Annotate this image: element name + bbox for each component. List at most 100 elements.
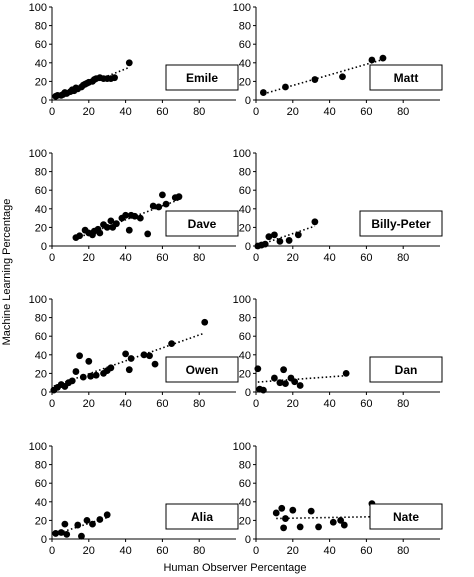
data-point (282, 380, 289, 388)
y-tick-label: 80 (35, 21, 47, 33)
data-point (76, 232, 83, 240)
y-tick-label: 40 (239, 350, 251, 362)
data-point (83, 517, 91, 524)
trendline (263, 58, 384, 95)
data-point (89, 520, 96, 528)
x-tick-label: 60 (156, 106, 168, 118)
data-point (103, 511, 111, 519)
x-tick-label: 80 (397, 545, 409, 557)
data-point (311, 76, 319, 83)
panel-alia: 0 20 40 60 80 100 0 20 40 60 80 Alia (29, 441, 239, 557)
data-point (307, 507, 315, 515)
data-point (144, 230, 152, 238)
data-point (122, 211, 129, 219)
trendline (276, 515, 372, 520)
x-tick-label: 40 (119, 252, 131, 264)
y-tick-label: 0 (41, 95, 47, 107)
data-point (127, 355, 135, 362)
legend-label: Nate (393, 510, 419, 524)
y-tick-label: 100 (233, 294, 251, 306)
panel-nate: 0 20 40 60 80 100 0 20 40 60 80 Nate (233, 441, 443, 557)
y-tick-label: 20 (35, 222, 47, 234)
data-point (61, 520, 69, 528)
data-point (78, 532, 85, 540)
data-point (315, 523, 322, 531)
y-tick-label: 40 (35, 204, 47, 216)
data-point (276, 379, 284, 387)
data-point (96, 516, 104, 523)
data-point (125, 59, 133, 67)
legend-label: Matt (394, 71, 419, 85)
data-point (155, 203, 163, 211)
y-tick-label: 40 (35, 58, 47, 70)
x-tick-label: 20 (287, 398, 299, 410)
x-tick-label: 60 (360, 545, 372, 557)
y-tick-label: 20 (35, 76, 47, 88)
x-tick-label: 80 (193, 398, 205, 410)
data-point (96, 229, 104, 237)
data-point (280, 366, 287, 374)
data-point (261, 240, 269, 248)
x-tick-label: 20 (83, 398, 95, 410)
legend-label: Emile (186, 71, 218, 85)
data-point (296, 523, 304, 531)
y-tick-label: 80 (239, 313, 251, 325)
y-tick-label: 0 (245, 241, 251, 253)
y-tick-label: 20 (35, 515, 47, 527)
data-point (265, 233, 273, 241)
panel-matt: 0 20 40 60 80 100 0 20 40 60 80 Matt (233, 2, 443, 118)
y-tick-label: 20 (239, 222, 251, 234)
panel-billy-peter: 0 20 40 60 80 100 0 20 40 60 80 Billy-Peter (233, 148, 443, 264)
y-tick-label: 100 (29, 441, 47, 453)
data-point (136, 214, 144, 222)
y-tick-label: 20 (239, 76, 251, 88)
data-point (340, 521, 348, 529)
x-tick-label: 60 (360, 106, 372, 118)
x-tick-label: 40 (119, 106, 131, 118)
data-point (296, 382, 304, 389)
data-point (107, 217, 115, 225)
x-tick-label: 40 (119, 398, 131, 410)
y-tick-label: 40 (239, 204, 251, 216)
x-tick-label: 40 (119, 545, 131, 557)
panel-owen: 0 20 40 60 80 100 0 20 40 60 80 Owen (29, 294, 239, 410)
y-tick-label: 60 (35, 478, 47, 490)
y-tick-label: 0 (41, 534, 47, 546)
data-point (74, 521, 82, 529)
x-tick-label: 80 (193, 106, 205, 118)
y-tick-label: 60 (239, 478, 251, 490)
data-point (271, 231, 278, 239)
trendline (53, 332, 205, 387)
legend-label: Alia (191, 510, 213, 524)
y-tick-label: 60 (239, 185, 251, 197)
data-point (57, 529, 65, 536)
data-point (151, 360, 159, 368)
legend-box (165, 356, 239, 383)
y-tick-label: 100 (29, 294, 47, 306)
data-point (289, 506, 297, 514)
legend-label: Dave (188, 217, 217, 231)
y-tick-label: 100 (29, 2, 47, 14)
data-point (201, 318, 209, 326)
data-point (294, 231, 302, 239)
data-point (342, 370, 350, 377)
data-point (159, 191, 166, 199)
data-point (149, 202, 157, 210)
y-tick-label: 60 (35, 39, 47, 51)
panel-grid: 0 20 40 60 80 100 0 20 40 60 80 Emile 0 20 40 60 80 100 0 2… (29, 2, 443, 557)
x-tick-label: 0 (253, 398, 259, 410)
x-tick-label: 80 (397, 398, 409, 410)
x-tick-label: 20 (83, 252, 95, 264)
data-point (282, 515, 289, 522)
y-tick-label: 20 (35, 368, 47, 380)
data-point (52, 530, 60, 537)
y-tick-label: 60 (35, 185, 47, 197)
x-tick-label: 0 (253, 106, 259, 118)
x-tick-label: 20 (83, 106, 95, 118)
data-point (291, 378, 299, 386)
y-tick-label: 80 (35, 167, 47, 179)
data-point (131, 212, 139, 220)
y-tick-label: 20 (239, 368, 251, 380)
data-point (125, 226, 133, 234)
x-tick-label: 0 (49, 252, 55, 264)
